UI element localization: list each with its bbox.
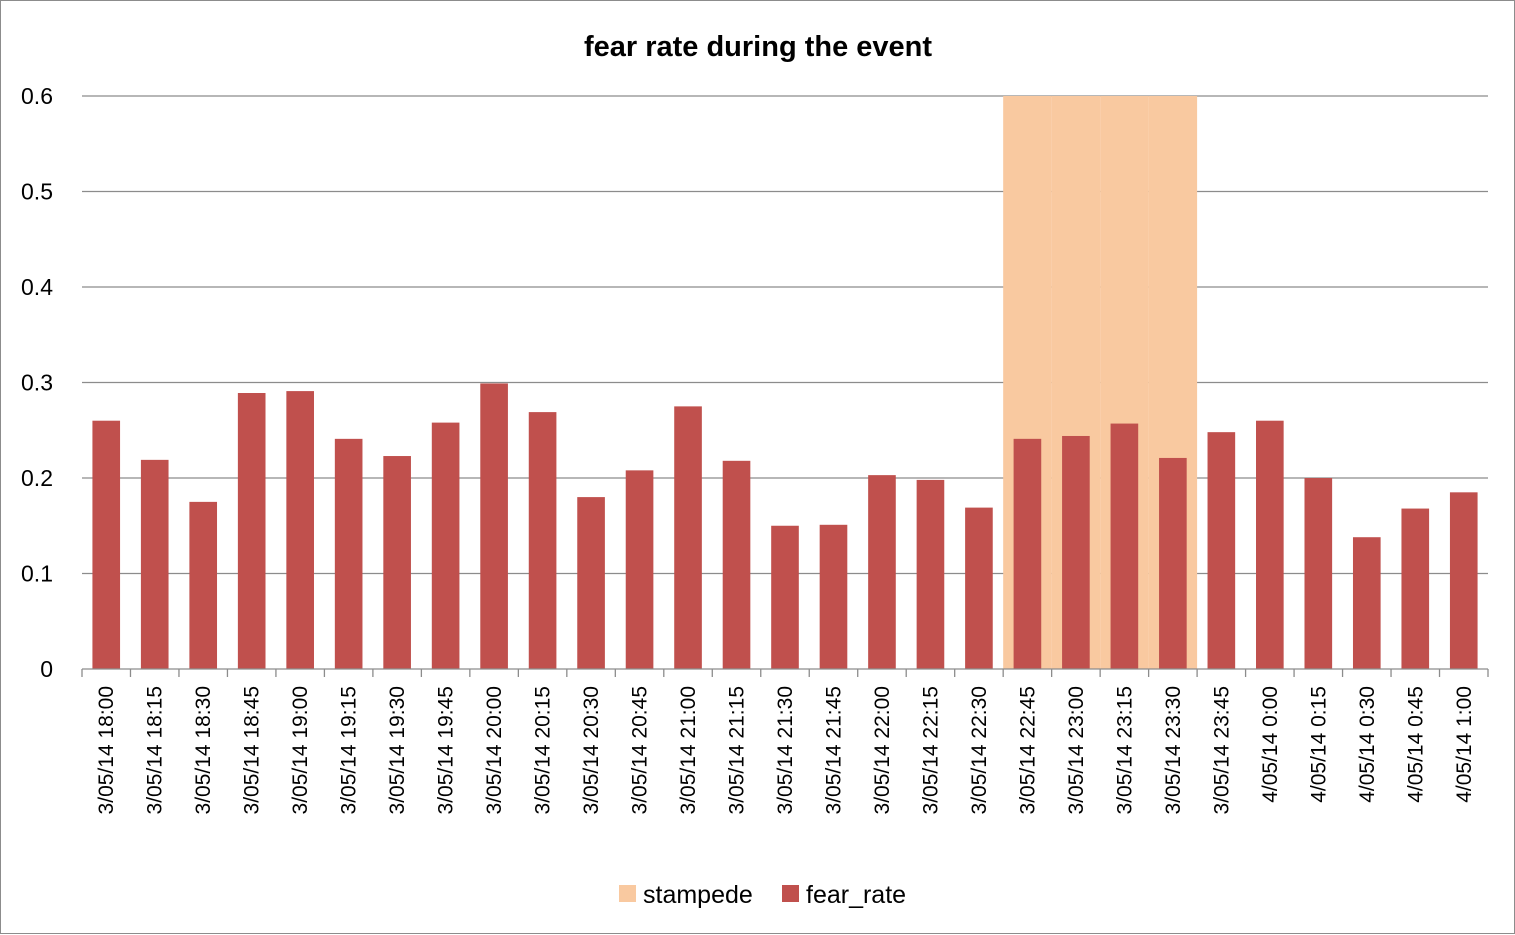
legend-label-stampede: stampede [643, 881, 753, 909]
fear-rate-series [92, 383, 1478, 669]
x-tick-label: 3/05/14 22:15 [919, 686, 942, 814]
fear-rate-bar [140, 459, 169, 669]
x-tick-label: 3/05/14 23:00 [1065, 686, 1088, 814]
fear-rate-bar [431, 422, 460, 669]
y-tick-label: 0.3 [21, 370, 53, 396]
fear-rate-bar [819, 524, 848, 669]
x-tick-label: 3/05/14 23:15 [1113, 686, 1136, 814]
fear-rate-bar [189, 501, 218, 669]
fear-rate-bar [1110, 423, 1139, 669]
fear-rate-bar [383, 456, 411, 669]
fear-rate-bar [965, 507, 993, 669]
axes [81, 668, 1489, 677]
x-tick-label: 3/05/14 23:45 [1210, 686, 1233, 814]
x-tick-label: 3/05/14 18:00 [95, 686, 118, 814]
legend-swatch-fear-rate [782, 885, 799, 902]
x-tick-label: 4/05/14 1:00 [1453, 686, 1476, 803]
x-tick-label: 3/05/14 21:30 [774, 686, 797, 814]
fear-rate-bar [286, 391, 314, 669]
x-tick-label: 3/05/14 20:15 [532, 686, 555, 814]
fear-rate-bar [1062, 435, 1090, 669]
fear-rate-bar [1207, 432, 1236, 669]
fear-rate-bar [868, 475, 896, 669]
fear-rate-bar [92, 420, 121, 669]
y-tick-label: 0.4 [21, 274, 53, 300]
fear-rate-bar [1256, 420, 1284, 669]
fear-rate-bar [577, 497, 605, 669]
legend-label-fear-rate: fear_rate [806, 881, 906, 909]
chart-title: fear rate during the event [584, 31, 932, 63]
fear-rate-bar [480, 383, 508, 669]
y-tick-label: 0.1 [21, 561, 53, 587]
x-tick-label: 3/05/14 19:30 [386, 686, 409, 814]
fear-rate-bar [528, 412, 557, 669]
gridlines [82, 95, 1488, 575]
x-tick-label: 3/05/14 22:45 [1016, 686, 1039, 814]
x-tick-label: 3/05/14 19:45 [435, 686, 458, 814]
x-tick-label: 3/05/14 18:15 [144, 686, 167, 814]
y-tick-label: 0.6 [21, 83, 53, 109]
fear-rate-bar [334, 438, 363, 669]
x-tick-label: 4/05/14 0:45 [1404, 686, 1427, 803]
x-tick-label: 3/05/14 20:30 [580, 686, 603, 814]
x-tick-label: 3/05/14 21:45 [822, 686, 845, 814]
fear-rate-bar [771, 525, 799, 669]
x-tick-label: 3/05/14 21:15 [726, 686, 749, 814]
x-axis-tick-labels: 3/05/14 18:00 3/05/14 18:15 3/05/14 18:30 3… [95, 686, 1476, 814]
fear-rate-bar [1401, 508, 1430, 669]
fear-rate-bar [1013, 438, 1042, 669]
x-tick-label: 3/05/14 22:00 [871, 686, 894, 814]
x-tick-label: 3/05/14 23:30 [1162, 686, 1185, 814]
x-tick-label: 3/05/14 18:45 [241, 686, 264, 814]
x-tick-label: 3/05/14 20:45 [629, 686, 652, 814]
y-tick-label: 0 [40, 656, 53, 682]
y-tick-label: 0.2 [21, 465, 53, 491]
y-axis-tick-labels: 0 0.1 0.2 0.3 0.4 0.5 0.6 [21, 83, 53, 682]
x-tick-label: 3/05/14 20:00 [483, 686, 506, 814]
x-tick-label: 4/05/14 0:00 [1259, 686, 1282, 803]
legend: stampede fear_rate [619, 881, 906, 909]
fear-rate-bar [1352, 537, 1381, 669]
legend-swatch-stampede [619, 885, 636, 902]
fear-rate-bar [237, 393, 266, 669]
x-tick-label: 3/05/14 22:30 [968, 686, 991, 814]
fear-rate-bar [916, 479, 945, 669]
fear-rate-bar [1304, 478, 1333, 669]
x-tick-label: 4/05/14 0:15 [1307, 686, 1330, 803]
fear-rate-bar [1159, 457, 1187, 669]
fear-rate-bar [625, 470, 654, 669]
x-tick-label: 3/05/14 19:15 [338, 686, 361, 814]
x-tick-label: 3/05/14 19:00 [289, 686, 312, 814]
x-tick-label: 4/05/14 0:30 [1356, 686, 1379, 803]
y-tick-label: 0.5 [21, 179, 53, 205]
fear-rate-bar [674, 406, 702, 669]
x-tick-label: 3/05/14 21:00 [677, 686, 700, 814]
fear-rate-bar [722, 460, 751, 669]
fear-rate-bar [1449, 492, 1478, 669]
x-tick-label: 3/05/14 18:30 [192, 686, 215, 814]
